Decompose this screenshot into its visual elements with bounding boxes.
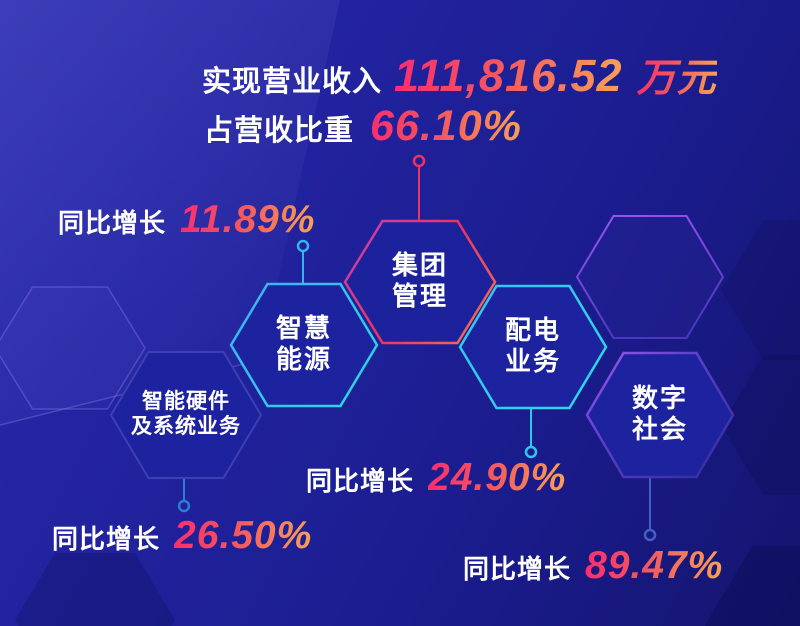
revenue-value: 111,816.52 [394,50,623,101]
bg-hexagon-outline-topright [575,215,725,339]
connector-dot-group-management [412,154,426,168]
hexagon-group-management [343,219,497,345]
growth-label: 同比增长 [463,554,572,584]
hexagon-smart-energy [229,282,379,408]
growth-value: 11.89% [180,198,316,241]
growth-label: 同比增长 [52,524,161,554]
bg-hexagon-fill-right-mid [721,355,800,495]
bg-hexagon-outline-left [0,286,146,410]
revenue-share-row: 占营收比重 66.10% [204,102,522,151]
bg-hexagon-fill-bottom-left [15,553,175,626]
growth-row-power-distribution: 同比增长 24.90% [306,456,566,500]
connector-dot-smart-energy [296,239,310,253]
hex-label-power-distribution: 配电 业务 [504,315,561,376]
connector-dot-power-distribution [524,445,538,459]
hex-label-smart-energy: 智慧 能源 [275,313,332,374]
growth-value: 26.50% [174,514,313,557]
hex-label-digital-society: 数字 社会 [631,383,688,444]
hex-label-smart-hardware: 智能硬件 及系统业务 [131,390,241,438]
growth-value: 24.90% [428,456,567,499]
growth-row-smart-energy: 同比增长 11.89% [58,198,315,242]
bg-hexagon-fill-bottom-right [705,546,800,626]
hexagon-smart-hardware [109,351,263,479]
hex-label-group-management: 集团 管理 [391,250,448,311]
bg-hexagon-fill-right-top [721,220,800,360]
growth-row-digital-society: 同比增长 89.47% [463,544,723,588]
connector-dot-smart-hardware [177,499,191,513]
growth-value: 89.47% [585,544,724,587]
revenue-row: 实现营业收入 111,816.52 万元 [202,47,717,103]
revenue-unit: 万元 [637,47,717,103]
share-value: 66.10% [370,102,522,150]
share-label: 占营收比重 [204,115,355,147]
growth-row-smart-hardware: 同比增长 26.50% [52,514,312,558]
connector-dot-digital-society [643,528,657,542]
hexagon-digital-society [585,351,735,479]
revenue-label: 实现营业收入 [202,66,383,98]
hexagon-power-distribution [458,284,608,410]
growth-label: 同比增长 [306,466,415,496]
growth-label: 同比增长 [58,208,167,238]
